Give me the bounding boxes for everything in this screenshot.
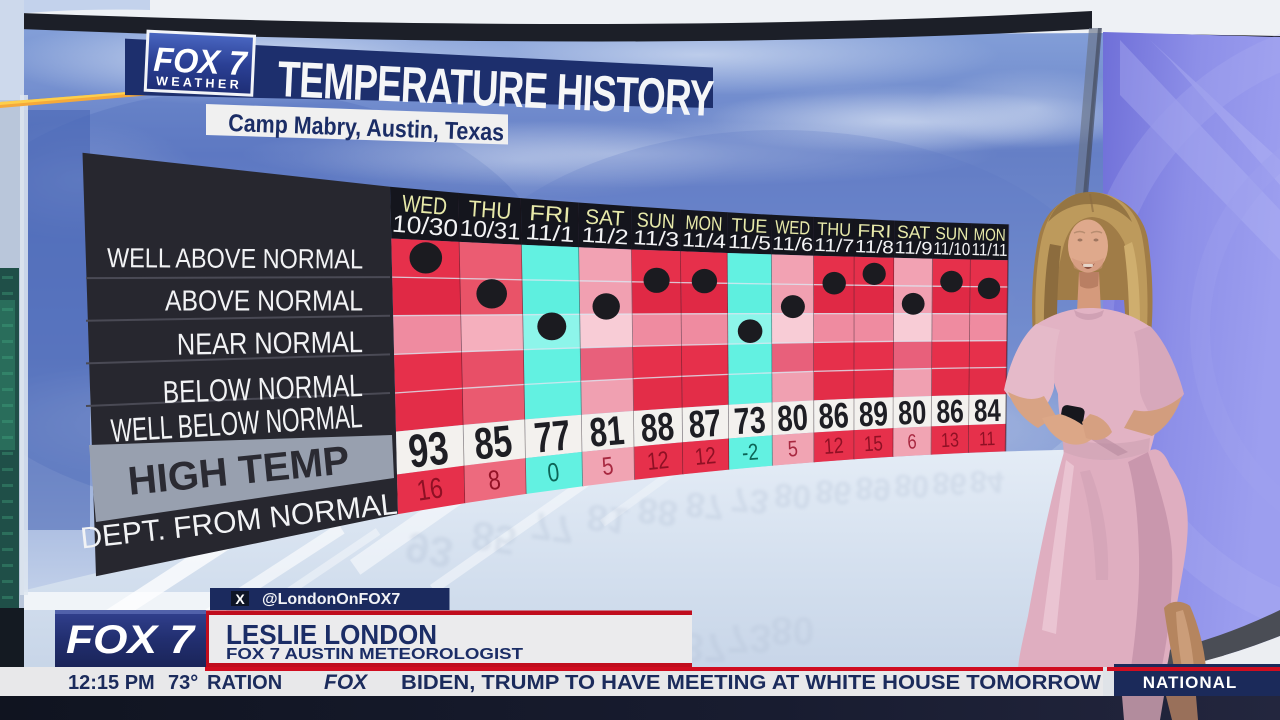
svg-text:88: 88 [636,490,680,534]
svg-text:84: 84 [974,393,1002,429]
svg-text:85: 85 [472,416,515,469]
svg-text:11/1: 11/1 [525,219,576,247]
svg-text:NATIONAL: NATIONAL [1143,673,1238,692]
svg-text:FOX 7: FOX 7 [66,618,196,662]
svg-text:FOX 7 AUSTIN METEOROLOGIST: FOX 7 AUSTIN METEOROLOGIST [226,646,524,663]
svg-text:80: 80 [771,609,814,652]
svg-text:11/5: 11/5 [727,232,771,255]
svg-text:5: 5 [787,437,799,462]
svg-text:87: 87 [684,484,726,527]
svg-text:13: 13 [941,429,960,452]
svg-text:@LondonOnFOX7: @LondonOnFOX7 [262,591,400,608]
svg-text:85: 85 [468,512,519,564]
svg-text:86: 86 [814,473,853,512]
svg-text:11/3: 11/3 [632,227,679,252]
svg-text:SUN: SUN [935,223,969,244]
svg-text:93: 93 [406,421,451,478]
svg-text:80: 80 [897,394,927,432]
svg-text:11/11: 11/11 [971,239,1008,260]
svg-text:ABOVE NORMAL: ABOVE NORMAL [165,286,363,318]
svg-text:THU: THU [468,195,513,224]
svg-text:0: 0 [546,457,561,488]
svg-text:SUN: SUN [636,209,675,233]
svg-text:FOX 7: FOX 7 [153,41,250,83]
svg-text:8: 8 [486,464,502,496]
svg-text:11/4: 11/4 [682,229,727,253]
svg-text:89: 89 [858,395,889,435]
svg-text:-2: -2 [741,439,759,466]
svg-text:BELOW NORMAL: BELOW NORMAL [162,368,363,410]
svg-text:BIDEN, TRUMP TO HAVE MEETING A: BIDEN, TRUMP TO HAVE MEETING AT WHITE HO… [401,672,1101,694]
svg-text:WELL ABOVE NORMAL: WELL ABOVE NORMAL [107,242,363,274]
svg-text:RATION: RATION [207,672,282,694]
svg-text:73: 73 [729,480,770,521]
svg-text:FRI: FRI [529,200,572,228]
svg-text:MON: MON [685,212,723,236]
svg-text:77: 77 [532,412,572,462]
svg-text:11: 11 [979,427,996,450]
svg-text:93: 93 [402,522,456,576]
svg-text:11/6: 11/6 [772,232,814,255]
svg-text:11/9: 11/9 [894,237,933,258]
svg-text:80: 80 [893,468,930,505]
svg-text:THU: THU [817,218,852,240]
svg-text:81: 81 [584,496,630,543]
svg-text:73°: 73° [168,672,198,694]
svg-text:WEATHER: WEATHER [156,74,243,92]
svg-text:12: 12 [823,434,844,460]
svg-text:5: 5 [600,451,614,481]
svg-text:11/7: 11/7 [814,234,855,257]
svg-text:89: 89 [854,470,892,508]
svg-text:11/2: 11/2 [581,224,629,250]
svg-text:SAT: SAT [897,222,931,243]
svg-text:10/30: 10/30 [391,211,459,243]
svg-text:MON: MON [973,224,1006,245]
svg-text:NEAR NORMAL: NEAR NORMAL [177,326,363,362]
svg-text:FOX: FOX [324,671,369,694]
svg-text:12: 12 [694,442,717,470]
svg-text:LESLIE LONDON: LESLIE LONDON [226,619,437,650]
svg-text:87: 87 [687,402,722,447]
svg-text:16: 16 [415,471,445,508]
svg-text:15: 15 [863,433,883,457]
svg-text:86: 86 [818,395,850,437]
svg-text:TUE: TUE [731,215,768,238]
svg-text:SAT: SAT [585,206,625,231]
svg-text:WED: WED [775,216,811,239]
svg-text:80: 80 [773,475,813,515]
svg-text:11/8: 11/8 [854,236,894,257]
svg-text:88: 88 [639,405,676,451]
svg-text:77: 77 [529,503,577,551]
svg-text:73: 73 [733,400,767,444]
svg-text:86: 86 [936,394,965,431]
svg-text:WED: WED [401,190,448,220]
svg-text:FRI: FRI [857,220,892,241]
svg-text:11/10: 11/10 [933,238,971,259]
svg-text:81: 81 [588,407,626,456]
svg-text:10/31: 10/31 [459,214,522,244]
svg-text:73: 73 [727,616,772,660]
svg-text:X: X [235,591,245,607]
svg-text:80: 80 [776,397,809,439]
svg-text:84: 84 [969,464,1004,499]
svg-text:12:15 PM: 12:15 PM [68,672,155,694]
svg-text:6: 6 [907,430,917,454]
svg-text:86: 86 [932,466,968,503]
svg-text:12: 12 [646,446,670,476]
